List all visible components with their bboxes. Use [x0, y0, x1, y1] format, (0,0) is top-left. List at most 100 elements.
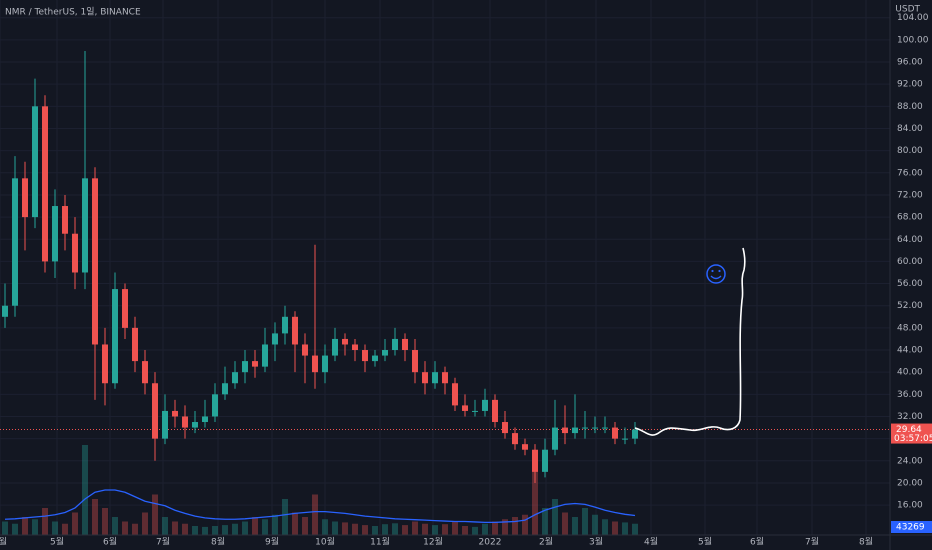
candle-body [542, 449, 548, 472]
candle-body [212, 394, 218, 417]
candle-body [122, 289, 128, 328]
candle-body [92, 178, 98, 345]
candle-body [182, 416, 188, 428]
candle-body [292, 316, 298, 345]
volume-bar [562, 512, 568, 535]
volume-bar [12, 523, 18, 535]
candle-body [402, 338, 408, 351]
volume-bar [382, 524, 388, 535]
last-price-box [891, 423, 932, 444]
volume-bar [532, 467, 538, 535]
candle-body [362, 350, 368, 362]
volume-bar [492, 521, 498, 535]
y-tick-label: 96.00 [897, 58, 923, 68]
volume-bar [112, 517, 118, 535]
volume-bar [162, 517, 168, 535]
volume-bar [522, 514, 528, 535]
candle-body [112, 289, 118, 384]
candle-body [242, 361, 248, 373]
y-tick-label: 56.00 [897, 279, 923, 289]
candle-body [462, 405, 468, 411]
volume-bar [362, 525, 368, 535]
volume-bar [302, 517, 308, 535]
candle-body [612, 427, 618, 439]
volume-bar [22, 517, 28, 535]
candle-body [142, 361, 148, 384]
x-tick-label: 7월 [805, 536, 819, 548]
y-tick-label: 24.00 [897, 456, 923, 466]
volume-bar [482, 523, 488, 535]
y-tick-label: 76.00 [897, 168, 923, 178]
candle-body [102, 344, 108, 384]
candle-body [632, 429, 638, 439]
candle-body [442, 372, 448, 384]
volume-bar [582, 508, 588, 535]
volume-bar [452, 521, 458, 535]
volume-bar [312, 494, 318, 535]
axis-labels: 16.0020.0024.0028.0032.0036.0040.0044.00… [0, 13, 932, 548]
volume-bar [52, 521, 58, 535]
symbol-title: NMR / TetherUS, 1일, BINANCE [5, 7, 141, 18]
volume-bar [572, 517, 578, 535]
volume-bar [152, 494, 158, 535]
volume-bar [82, 445, 88, 535]
volume-bar [272, 514, 278, 535]
volume-bar [322, 519, 328, 535]
volume-bar [62, 523, 68, 535]
candle-body [422, 372, 428, 384]
candle-body [132, 327, 138, 362]
price-axis [890, 0, 932, 535]
volume-bar [392, 523, 398, 535]
volume-bar [412, 521, 418, 535]
x-tick-label: 4월 [0, 536, 7, 548]
candle-body [572, 427, 578, 434]
volume-bar [612, 521, 618, 535]
x-tick-label: 7월 [156, 536, 170, 548]
volume-bar [402, 525, 408, 535]
volume-bar [252, 517, 258, 535]
freehand-drawing [634, 247, 746, 436]
countdown-label: 03:57:05 [894, 434, 932, 444]
volume-bar [592, 514, 598, 535]
volume-bar [32, 519, 38, 535]
candle-body [272, 333, 278, 345]
y-tick-label: 88.00 [897, 102, 923, 112]
volume-ma-label: 43269 [896, 523, 925, 533]
candle-body [482, 399, 488, 411]
candle-body [412, 350, 418, 373]
volume-bar [132, 523, 138, 535]
y-tick-label: 32.00 [897, 412, 923, 422]
candle-body [42, 106, 48, 262]
y-tick-label: 40.00 [897, 368, 923, 378]
volume-bar [42, 508, 48, 535]
x-tick-label: 4월 [644, 536, 658, 548]
candle-body [392, 338, 398, 351]
candle-body [322, 355, 328, 373]
candle-body [562, 427, 568, 434]
y-tick-label: 48.00 [897, 323, 923, 333]
candle-body [282, 316, 288, 334]
y-tick-label: 92.00 [897, 80, 923, 90]
candle-body [602, 427, 608, 429]
y-tick-label: 72.00 [897, 190, 923, 200]
candle-body [52, 206, 58, 262]
volume-bar [422, 523, 428, 535]
volume-bar [442, 524, 448, 535]
volume-bar [552, 499, 558, 535]
volume-bar [502, 519, 508, 535]
candle-body [32, 106, 38, 218]
candle-body [262, 344, 268, 367]
x-tick-label: 12월 [423, 536, 443, 548]
candle-body [162, 410, 168, 439]
smiley-icon [706, 264, 726, 284]
volume-bar [242, 521, 248, 535]
candle-body [522, 444, 528, 450]
volume-bar [542, 508, 548, 535]
candle-body [82, 178, 88, 273]
candle-body [592, 427, 598, 429]
volume-bar [282, 499, 288, 535]
volume-bar [632, 523, 638, 535]
candle-body [432, 372, 438, 384]
